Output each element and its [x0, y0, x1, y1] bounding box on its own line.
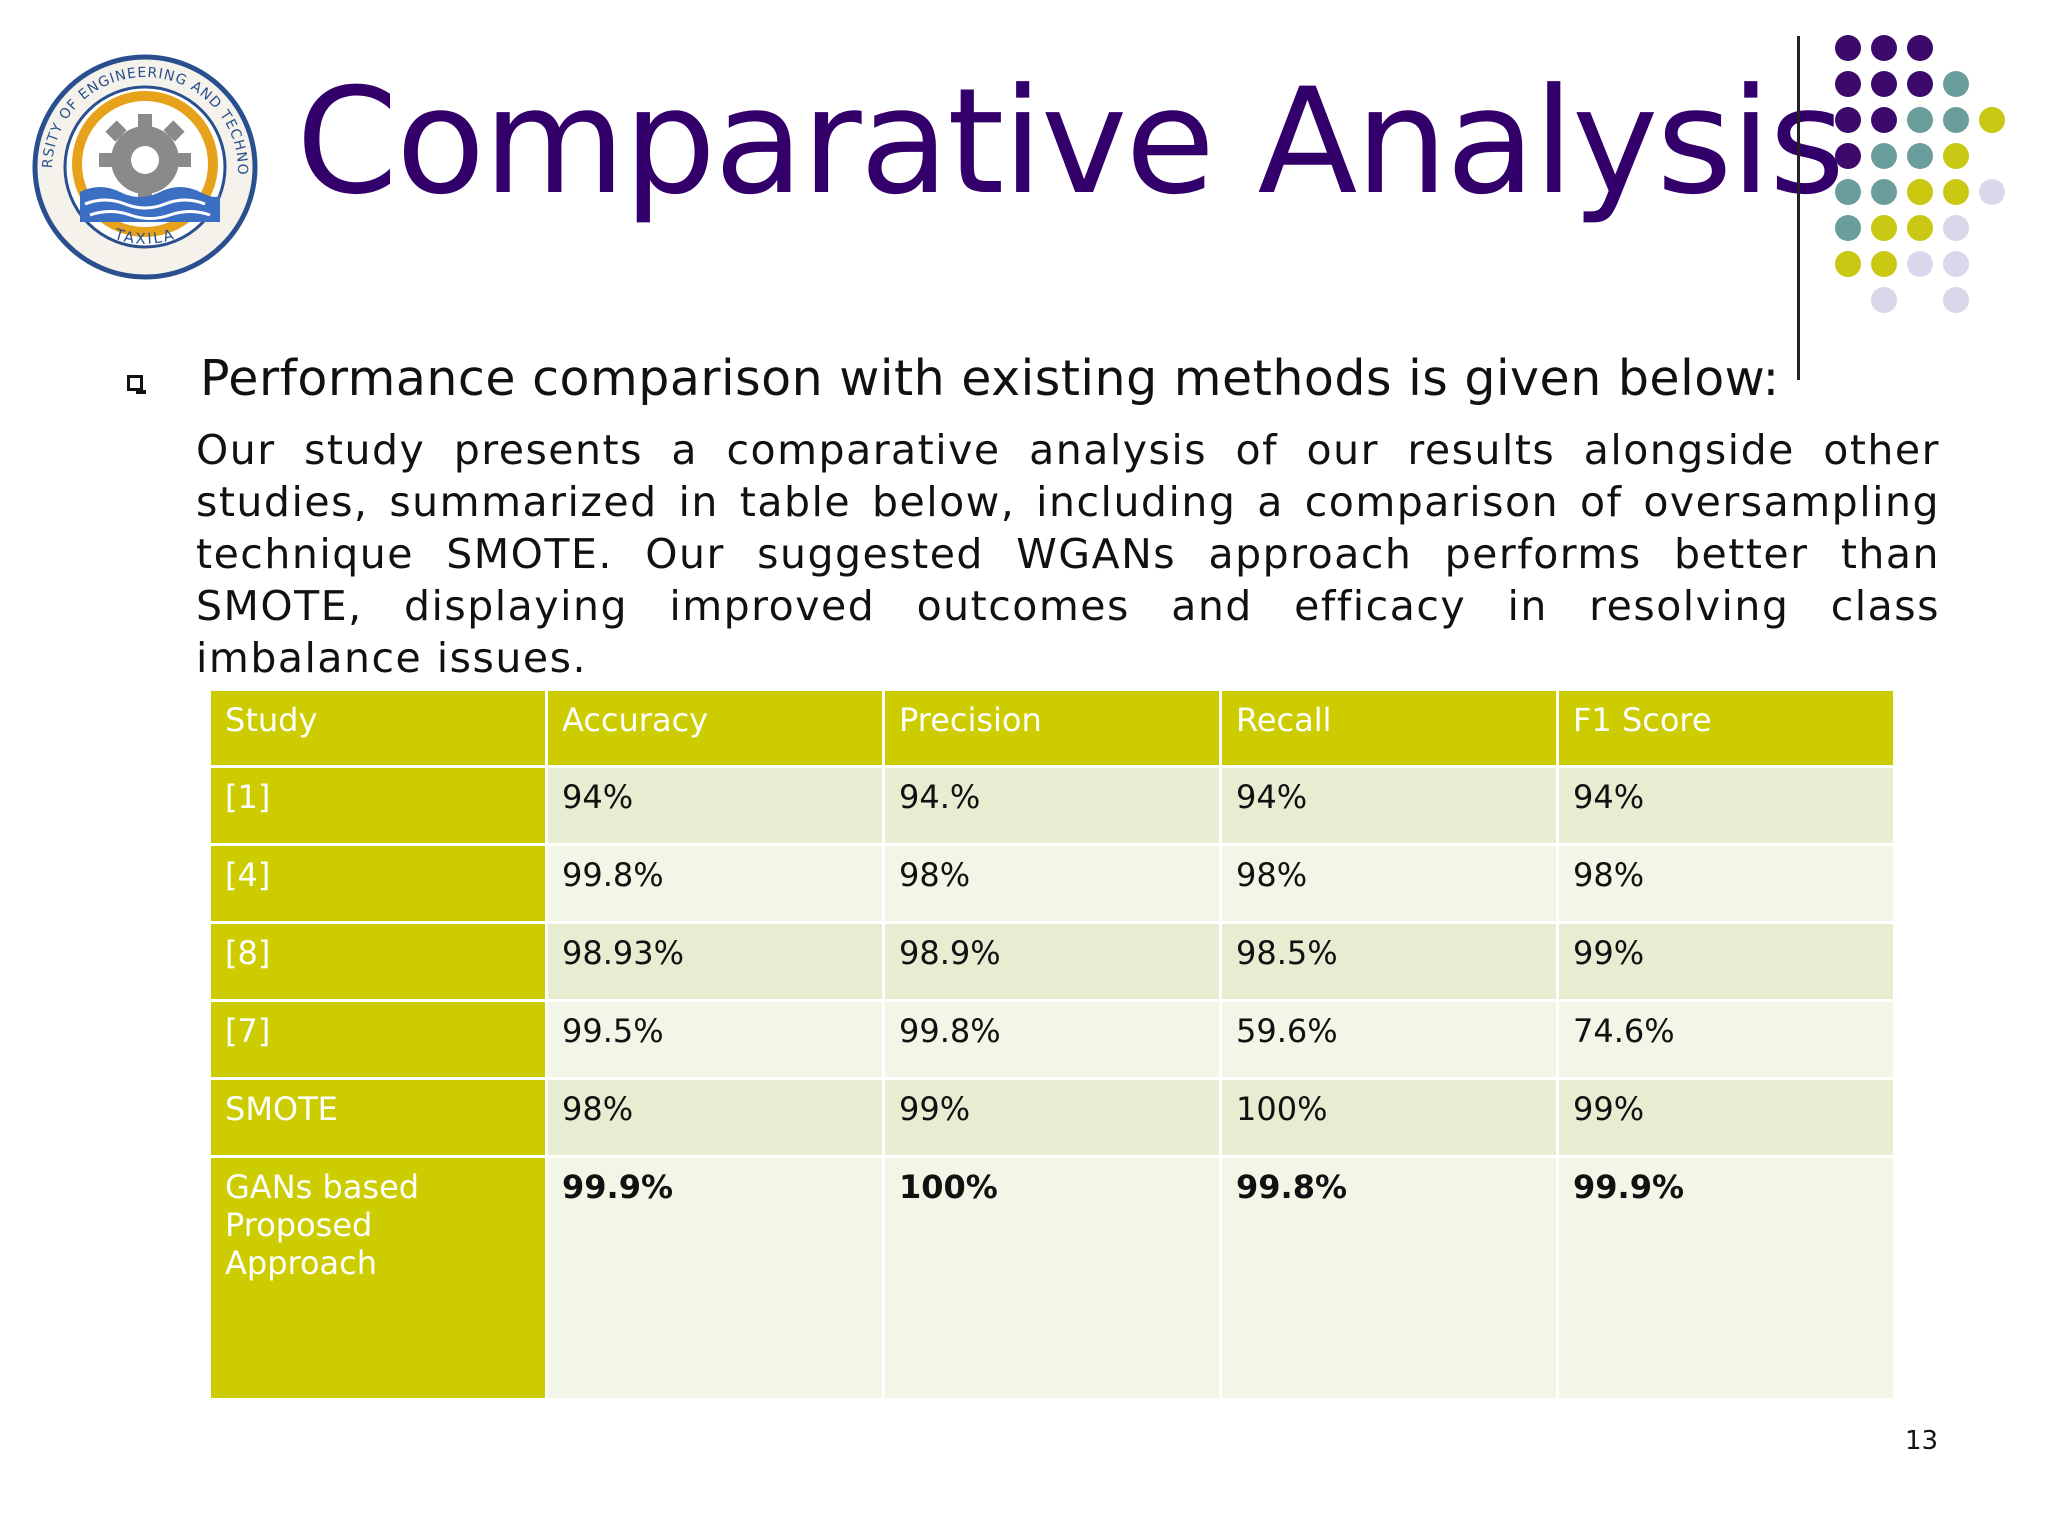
- table-cell: 99%: [1559, 1080, 1893, 1155]
- decorative-dot: [1943, 215, 1969, 241]
- decorative-dot: [1871, 215, 1897, 241]
- table-cell: 99.5%: [548, 1002, 882, 1077]
- decorative-dot: [1907, 35, 1933, 61]
- decorative-dot: [1871, 107, 1897, 133]
- header-cell: Study: [211, 691, 545, 765]
- table-cell: 98.5%: [1222, 924, 1556, 999]
- bullet-text: Performance comparison with existing met…: [200, 350, 1780, 407]
- header-cell: F1 Score: [1559, 691, 1893, 765]
- header-cell: Recall: [1222, 691, 1556, 765]
- decorative-dot: [1871, 251, 1897, 277]
- decorative-dot: [1907, 251, 1933, 277]
- table-cell: 99.9%: [1559, 1158, 1893, 1398]
- gear-icon: [99, 114, 191, 206]
- decorative-dot: [1835, 215, 1861, 241]
- table-cell: 98.9%: [885, 924, 1219, 999]
- body-paragraph: Our study presents a comparative analysi…: [196, 426, 1940, 682]
- table-cell: 99.8%: [885, 1002, 1219, 1077]
- decorative-dot: [1943, 107, 1969, 133]
- decorative-dot: [1871, 179, 1897, 205]
- table-cell: 98%: [1222, 846, 1556, 921]
- decorative-dot: [1907, 71, 1933, 97]
- table-row: [1] 94% 94.% 94% 94%: [211, 768, 1893, 843]
- seal-text-bottom: TAXILA: [111, 225, 175, 248]
- decorative-dot: [1835, 251, 1861, 277]
- decorative-dot: [1943, 287, 1969, 313]
- table-cell: 99.8%: [1222, 1158, 1556, 1398]
- decorative-dot: [1943, 179, 1969, 205]
- decorative-dot: [1943, 143, 1969, 169]
- decorative-dot: [1907, 143, 1933, 169]
- decorative-dot: [1871, 35, 1897, 61]
- table-cell: 99%: [885, 1080, 1219, 1155]
- decorative-dot-grid: [1835, 35, 2005, 313]
- table-cell: 94%: [1559, 768, 1893, 843]
- table-row: SMOTE 98% 99% 100% 99%: [211, 1080, 1893, 1155]
- decorative-dot: [1907, 179, 1933, 205]
- study-cell: [7]: [211, 1002, 545, 1077]
- table-cell: 94.%: [885, 768, 1219, 843]
- comparison-table: Study Accuracy Precision Recall F1 Score…: [208, 688, 1896, 1401]
- table-cell: 100%: [885, 1158, 1219, 1398]
- table-row: GANs based Proposed Approach 99.9% 100% …: [211, 1158, 1893, 1398]
- table-cell: 99.9%: [548, 1158, 882, 1398]
- divider-line: [1797, 36, 1800, 380]
- table-row: [8] 98.93% 98.9% 98.5% 99%: [211, 924, 1893, 999]
- study-cell: SMOTE: [211, 1080, 545, 1155]
- bullet-square-icon: [127, 375, 146, 394]
- university-seal-logo: UNIVERSITY OF ENGINEERING AND TECHNOLOGY…: [30, 52, 258, 280]
- decorative-dot: [1979, 107, 2005, 133]
- table-cell: 100%: [1222, 1080, 1556, 1155]
- table-cell: 94%: [1222, 768, 1556, 843]
- decorative-dot: [1979, 179, 2005, 205]
- header-cell: Precision: [885, 691, 1219, 765]
- decorative-dot: [1871, 143, 1897, 169]
- table-cell: 99.8%: [548, 846, 882, 921]
- decorative-dot: [1871, 287, 1897, 313]
- decorative-dot: [1907, 107, 1933, 133]
- table-cell: 98.93%: [548, 924, 882, 999]
- header-cell: Accuracy: [548, 691, 882, 765]
- slide-title: Comparative Analysis: [296, 57, 1845, 227]
- decorative-dot: [1835, 35, 1861, 61]
- decorative-dot: [1835, 179, 1861, 205]
- study-cell: [8]: [211, 924, 545, 999]
- table-cell: 98%: [1559, 846, 1893, 921]
- table-header-row: Study Accuracy Precision Recall F1 Score: [211, 691, 1893, 765]
- decorative-dot: [1835, 71, 1861, 97]
- decorative-dot: [1943, 71, 1969, 97]
- table-cell: 98%: [548, 1080, 882, 1155]
- decorative-dot: [1907, 215, 1933, 241]
- decorative-dot: [1943, 251, 1969, 277]
- decorative-dot: [1835, 143, 1861, 169]
- study-cell: GANs based Proposed Approach: [211, 1158, 545, 1398]
- decorative-dot: [1871, 71, 1897, 97]
- table-cell: 94%: [548, 768, 882, 843]
- svg-text:TAXILA: TAXILA: [111, 225, 177, 248]
- page-number: 13: [1905, 1426, 1939, 1456]
- table-row: [4] 99.8% 98% 98% 98%: [211, 846, 1893, 921]
- table-cell: 98%: [885, 846, 1219, 921]
- table-cell: 74.6%: [1559, 1002, 1893, 1077]
- decorative-dot: [1835, 107, 1861, 133]
- study-cell: [1]: [211, 768, 545, 843]
- table-row: [7] 99.5% 99.8% 59.6% 74.6%: [211, 1002, 1893, 1077]
- table-cell: 99%: [1559, 924, 1893, 999]
- table-cell: 59.6%: [1222, 1002, 1556, 1077]
- study-cell: [4]: [211, 846, 545, 921]
